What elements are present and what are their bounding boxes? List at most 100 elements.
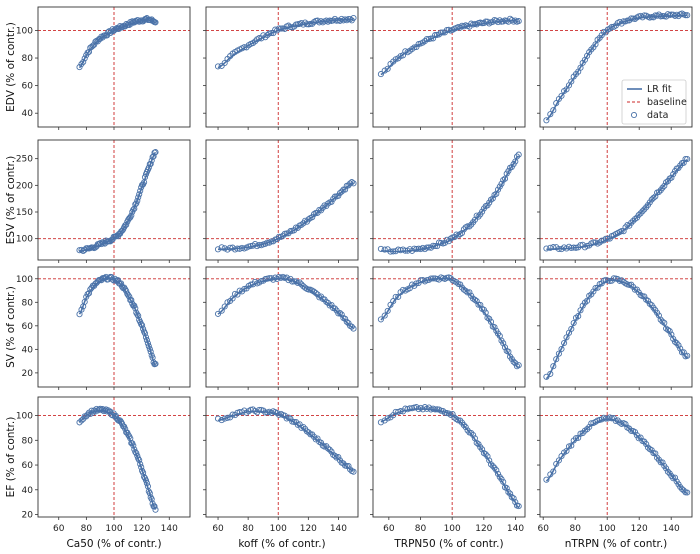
data-point [577,64,584,71]
data-point [671,338,679,345]
data-point [513,153,521,160]
y-axis-label: ESV (% of contr.) [5,156,17,244]
data-point [508,17,515,24]
data-point [381,67,388,74]
data-point [141,330,149,337]
data-point [152,360,159,367]
data-point [584,426,591,433]
data-point [568,78,575,85]
data-point [657,459,664,466]
data-point [138,464,145,471]
x-tick-label: 80 [81,524,93,534]
data-point [655,11,662,18]
x-tick-label: 80 [415,524,427,534]
data-point [131,205,138,212]
data-point [384,307,391,314]
data-point [663,465,670,472]
data-point [572,435,580,442]
data-point [128,296,135,304]
data-point [328,448,335,455]
data-point [147,160,154,168]
panel-r3-c3: 60 80 100 120 140 nTRPN (% of contr.) [537,396,693,550]
y-tick-label: 100 [16,26,33,36]
data-point [657,316,664,323]
data-point [602,415,609,422]
panel-r0-c2 [370,6,526,130]
data-point [252,240,259,248]
data-point [678,349,686,356]
data-point [298,221,305,228]
data-point [85,290,93,297]
data-point [143,337,150,344]
x-axis-label: TRPN50 (% of contr.) [393,538,503,550]
data-point [342,186,349,193]
data-point [458,229,466,237]
data-point [130,206,137,213]
data-point [682,155,689,163]
y-tick-label: 80 [22,54,34,64]
data-point [275,25,283,32]
data-point [229,295,236,302]
data-point [328,301,335,309]
data-point [221,303,228,310]
legend-fit-label: LR fit [647,84,672,95]
data-point [515,362,522,369]
axes-frame [205,266,359,388]
data-point [377,316,384,323]
y-tick-label: 80 [22,436,34,446]
legend: LR fit baseline data [621,79,687,125]
data-point [214,310,222,317]
data-point [505,489,512,496]
data-point [417,277,424,284]
data-point [670,171,677,178]
data-point [505,167,512,175]
data-point [432,32,439,39]
data-point [500,478,507,485]
data-point [298,19,305,27]
data-point [661,182,668,189]
data-point [631,428,639,436]
data-point [395,293,402,300]
data-point [151,503,158,510]
data-point [654,454,661,461]
data-point [312,209,319,216]
data-point [635,211,642,219]
data-point [377,419,384,426]
data-point [234,245,241,252]
data-point [543,117,550,124]
panel-r2-c1 [203,266,359,390]
data-point [78,306,85,313]
data-point [256,406,263,413]
data-point [486,457,493,464]
data-point [268,409,275,416]
fit-line [545,279,688,380]
data-point [218,417,225,424]
data-point [677,483,684,491]
data-point [639,208,646,215]
data-point [291,278,298,285]
data-point [397,247,404,254]
data-point [430,35,437,42]
legend-data-swatch [630,111,638,119]
data-point [231,290,239,297]
data-point [142,334,150,341]
data-point [413,280,420,287]
data-point [314,435,321,442]
data-point [264,239,271,246]
data-point [592,284,599,292]
data-point [547,111,554,118]
data-point [471,296,478,303]
data-point [515,151,522,158]
data-point [555,457,562,464]
data-point [614,276,621,283]
x-axis-label: nTRPN (% of contr.) [565,538,668,550]
data-point [515,18,522,25]
data-point [381,246,388,253]
data-point [648,196,655,203]
data-point [550,363,557,370]
data-point [314,17,321,24]
data-point [298,281,305,288]
data-point [218,244,225,251]
x-tick-label: 100 [599,524,616,534]
axes-frame [539,139,693,261]
